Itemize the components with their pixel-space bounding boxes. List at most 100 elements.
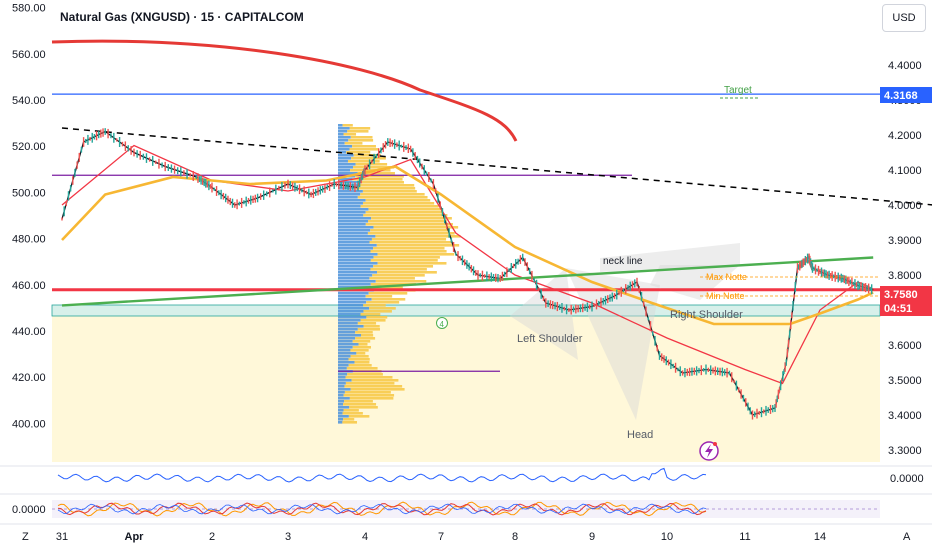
volume-bar-blue bbox=[338, 415, 349, 418]
volume-bar-yellow bbox=[349, 148, 379, 151]
lightning-event-icon[interactable] bbox=[699, 441, 719, 461]
volume-bar-blue bbox=[338, 181, 361, 184]
volume-bar-yellow bbox=[350, 355, 369, 358]
currency-button[interactable]: USD bbox=[882, 4, 926, 32]
volume-bar-yellow bbox=[355, 337, 376, 340]
chart-title: Natural Gas (XNGUSD) · 15 · CAPITALCOM bbox=[60, 10, 304, 24]
volume-bar-blue bbox=[338, 229, 371, 232]
volume-bar-blue bbox=[338, 247, 374, 250]
volume-bar-yellow bbox=[368, 220, 447, 223]
volume-bar-yellow bbox=[349, 127, 371, 130]
volume-bar-yellow bbox=[357, 328, 380, 331]
min-notte-label: Min Notte bbox=[706, 291, 745, 301]
right-axis-tick: 3.8000 bbox=[888, 270, 922, 282]
neckline-channel bbox=[600, 243, 740, 272]
earnings-circle-icon[interactable] bbox=[436, 317, 448, 329]
red-arc-curve bbox=[51, 39, 518, 142]
volume-bar-blue bbox=[338, 166, 354, 169]
right-shoulder-annotation: Right Shoulder bbox=[670, 309, 743, 321]
volume-bar-yellow bbox=[365, 223, 453, 226]
volume-bar-blue bbox=[338, 307, 370, 310]
volume-bar-yellow bbox=[369, 277, 415, 280]
volume-bar-yellow bbox=[344, 385, 403, 388]
volume-bar-blue bbox=[338, 418, 344, 421]
volume-bar-yellow bbox=[375, 235, 461, 238]
volume-bar-yellow bbox=[347, 160, 380, 163]
volume-bar-blue bbox=[338, 148, 350, 151]
volume-bar-blue bbox=[338, 361, 355, 364]
volume-bar-yellow bbox=[345, 382, 395, 385]
volume-bar-blue bbox=[338, 133, 344, 136]
volume-bar-blue bbox=[338, 268, 371, 271]
x-axis-tick: 9 bbox=[589, 531, 595, 543]
volume-bar-blue bbox=[338, 367, 347, 370]
volume-bar-yellow bbox=[370, 250, 447, 253]
volume-bar-yellow bbox=[353, 154, 381, 157]
volume-bar-yellow bbox=[360, 313, 381, 316]
volume-bar-yellow bbox=[371, 217, 452, 220]
volume-bar-blue bbox=[338, 349, 351, 352]
volume-bar-blue bbox=[338, 250, 371, 253]
target-price-tag bbox=[880, 87, 932, 103]
volume-bar-yellow bbox=[343, 133, 357, 136]
volume-bar-blue bbox=[338, 385, 345, 388]
volume-bar-blue bbox=[338, 253, 378, 256]
volume-bar-blue bbox=[338, 301, 367, 304]
volume-bar-blue bbox=[338, 328, 358, 331]
volume-bar-yellow bbox=[360, 205, 439, 208]
volume-bar-blue bbox=[338, 334, 361, 337]
volume-bar-yellow bbox=[368, 208, 443, 211]
volume-bar-yellow bbox=[348, 364, 372, 367]
volume-bar-yellow bbox=[342, 421, 358, 424]
volume-bar-blue bbox=[338, 316, 367, 319]
volume-bar-blue bbox=[338, 151, 347, 154]
volume-bar-blue bbox=[338, 232, 368, 235]
volume-bar-blue bbox=[338, 322, 358, 325]
x-axis-tick: 3 bbox=[285, 531, 291, 543]
volume-bar-blue bbox=[338, 178, 353, 181]
left-axis-tick: 420.00 bbox=[12, 372, 46, 384]
axis-letter-a[interactable]: A bbox=[903, 531, 911, 543]
volume-bar-yellow bbox=[346, 151, 371, 154]
volume-bar-blue bbox=[338, 235, 376, 238]
volume-bar-yellow bbox=[363, 304, 386, 307]
volume-bar-blue bbox=[338, 325, 364, 328]
volume-bar-yellow bbox=[371, 298, 406, 301]
volume-bar-blue bbox=[338, 337, 356, 340]
volume-bar-yellow bbox=[360, 181, 404, 184]
right-axis-tick: 3.5000 bbox=[888, 375, 922, 387]
volume-bar-yellow bbox=[348, 415, 370, 418]
volume-bar-blue bbox=[338, 331, 356, 334]
volume-bar-blue bbox=[338, 388, 351, 391]
volume-bar-yellow bbox=[356, 352, 366, 355]
volume-bar-yellow bbox=[369, 307, 396, 310]
volume-bar-yellow bbox=[373, 247, 445, 250]
volume-bar-blue bbox=[338, 355, 351, 358]
right-shoulder-shape bbox=[650, 265, 740, 300]
volume-bar-yellow bbox=[353, 166, 395, 169]
volume-bar-yellow bbox=[352, 340, 371, 343]
volume-bar-blue bbox=[338, 169, 351, 172]
volume-bar-blue bbox=[338, 226, 374, 229]
current-price-tag bbox=[880, 286, 932, 316]
indicator2-tick: 0.0000 bbox=[12, 504, 46, 516]
volume-bar-blue bbox=[338, 124, 343, 127]
volume-bar-yellow bbox=[352, 178, 403, 181]
left-axis-tick: 540.00 bbox=[12, 95, 46, 107]
x-axis-tick: 8 bbox=[512, 531, 518, 543]
volume-bar-yellow bbox=[365, 199, 431, 202]
axis-letter-z[interactable]: Z bbox=[22, 531, 29, 543]
volume-bar-blue bbox=[338, 364, 349, 367]
volume-bar-blue bbox=[338, 295, 366, 298]
volume-bar-blue bbox=[338, 319, 361, 322]
left-axis-tick: 440.00 bbox=[12, 326, 46, 338]
volume-bar-blue bbox=[338, 265, 374, 268]
volume-bar-blue bbox=[338, 163, 356, 166]
left-axis-tick: 400.00 bbox=[12, 418, 46, 430]
volume-bar-yellow bbox=[366, 301, 400, 304]
volume-bar-blue bbox=[338, 223, 366, 226]
left-axis-tick: 480.00 bbox=[12, 234, 46, 246]
volume-bar-blue bbox=[338, 283, 371, 286]
volume-bar-yellow bbox=[370, 283, 416, 286]
